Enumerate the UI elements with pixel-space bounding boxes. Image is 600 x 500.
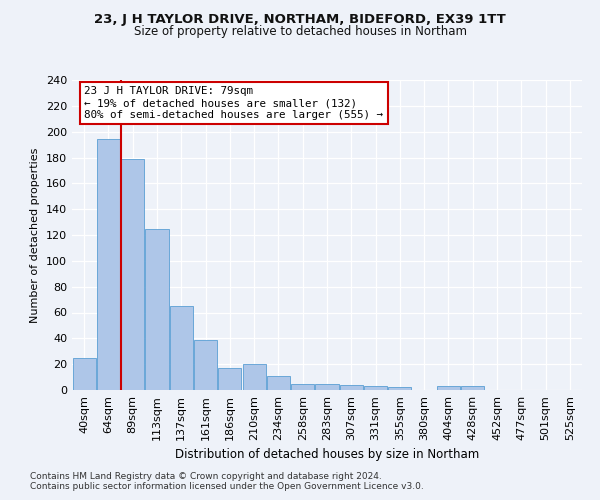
Text: 23 J H TAYLOR DRIVE: 79sqm
← 19% of detached houses are smaller (132)
80% of sem: 23 J H TAYLOR DRIVE: 79sqm ← 19% of deta…: [85, 86, 383, 120]
Bar: [364, 386, 387, 390]
Bar: [388, 388, 412, 390]
Bar: [97, 140, 120, 390]
Bar: [170, 306, 193, 390]
Bar: [291, 384, 314, 390]
Bar: [73, 358, 95, 390]
Bar: [316, 384, 338, 390]
Y-axis label: Number of detached properties: Number of detached properties: [31, 148, 40, 322]
Bar: [121, 159, 144, 390]
X-axis label: Distribution of detached houses by size in Northam: Distribution of detached houses by size …: [175, 448, 479, 462]
Bar: [242, 364, 266, 390]
Bar: [145, 228, 169, 390]
Bar: [437, 386, 460, 390]
Text: Contains public sector information licensed under the Open Government Licence v3: Contains public sector information licen…: [30, 482, 424, 491]
Text: Contains HM Land Registry data © Crown copyright and database right 2024.: Contains HM Land Registry data © Crown c…: [30, 472, 382, 481]
Bar: [461, 386, 484, 390]
Bar: [267, 376, 290, 390]
Bar: [340, 385, 363, 390]
Bar: [194, 340, 217, 390]
Text: 23, J H TAYLOR DRIVE, NORTHAM, BIDEFORD, EX39 1TT: 23, J H TAYLOR DRIVE, NORTHAM, BIDEFORD,…: [94, 12, 506, 26]
Bar: [218, 368, 241, 390]
Text: Size of property relative to detached houses in Northam: Size of property relative to detached ho…: [133, 25, 467, 38]
